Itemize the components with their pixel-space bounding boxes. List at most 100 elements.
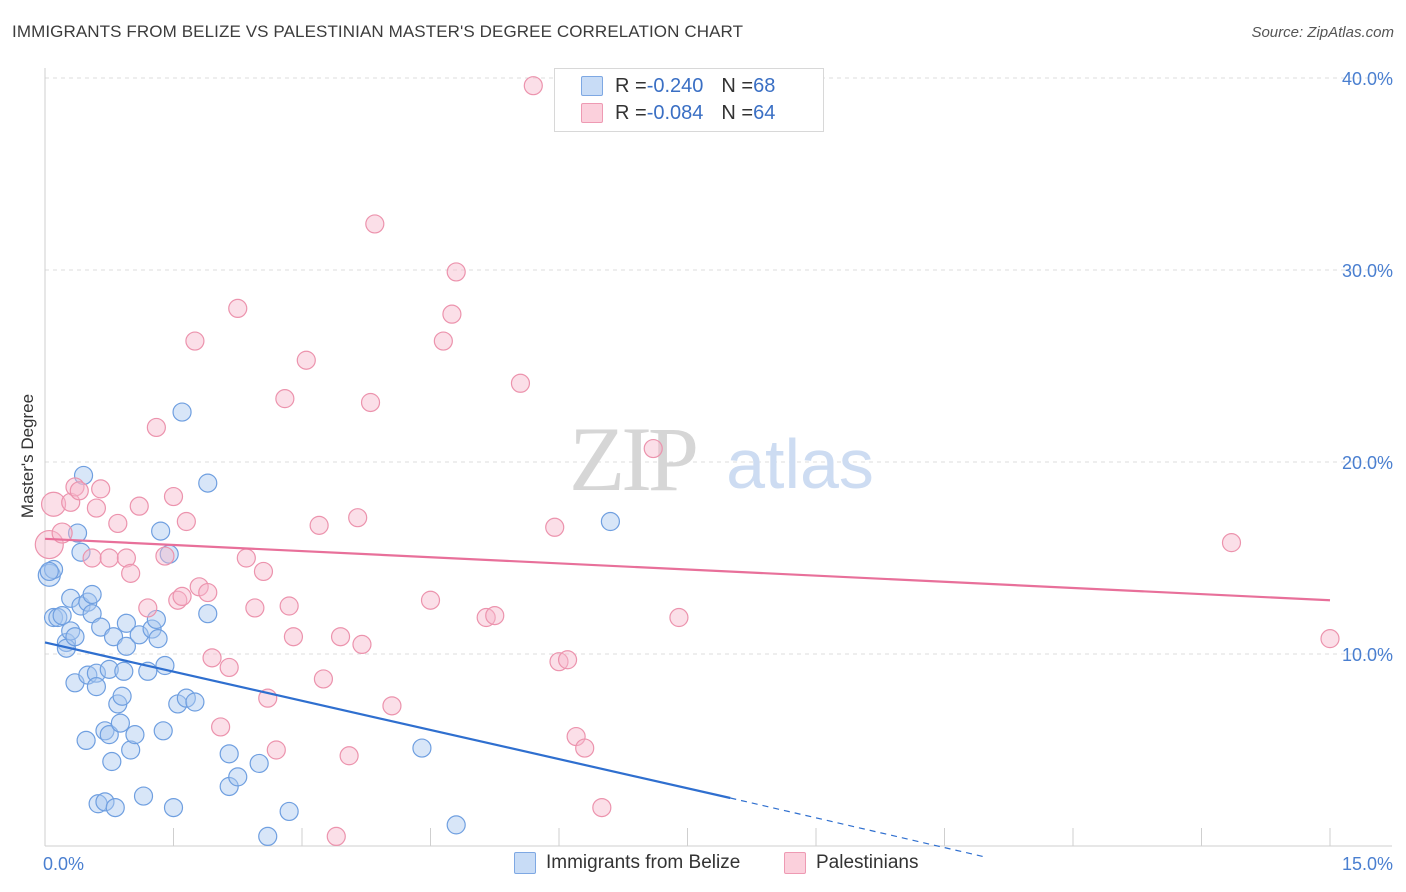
belize-point bbox=[153, 721, 173, 741]
legend-swatch-blue bbox=[514, 852, 536, 874]
belize-point bbox=[148, 629, 168, 649]
belize-point bbox=[103, 627, 124, 647]
palestinian-point bbox=[330, 627, 351, 647]
palestinian-point bbox=[155, 546, 175, 566]
tick-labels: 10.0% 20.0% 30.0% 40.0% 0.0% 15.0% bbox=[43, 69, 1393, 874]
palestinian-point bbox=[116, 548, 136, 568]
belize-point bbox=[52, 605, 72, 626]
belize-point bbox=[99, 659, 119, 679]
watermark: ZIP atlas bbox=[569, 408, 874, 510]
palestinian-point bbox=[669, 607, 689, 628]
belize-point bbox=[219, 744, 239, 764]
palestinian-point bbox=[275, 389, 295, 409]
palestinian-point bbox=[211, 717, 231, 737]
palestinian-trend-line bbox=[44, 537, 1331, 602]
n-label: N = bbox=[721, 74, 754, 97]
palestinian-point bbox=[163, 486, 184, 507]
belize-point bbox=[99, 725, 119, 745]
belize-point bbox=[142, 619, 162, 639]
watermark-atlas: atlas bbox=[726, 425, 874, 503]
belize-point bbox=[133, 786, 154, 806]
palestinian-point bbox=[228, 298, 248, 318]
palestinian-point bbox=[176, 511, 196, 532]
y-tick-label: 10.0% bbox=[1342, 645, 1393, 665]
belize-point bbox=[110, 713, 130, 733]
belize-point bbox=[71, 542, 91, 562]
belize-point bbox=[228, 767, 248, 787]
palestinian-point bbox=[545, 517, 565, 537]
belize-point bbox=[151, 521, 171, 541]
palestinian-point bbox=[121, 563, 141, 583]
belize-point bbox=[249, 753, 269, 774]
belize-point bbox=[185, 692, 205, 712]
palestinian-point bbox=[253, 561, 274, 582]
palestinian-point bbox=[108, 513, 128, 534]
legend-swatch-blue bbox=[581, 76, 603, 96]
belize-point bbox=[125, 725, 145, 745]
y-tick-label: 40.0% bbox=[1342, 69, 1393, 89]
palestinian-point bbox=[382, 696, 402, 716]
legend-label: Palestinians bbox=[816, 852, 919, 873]
palestinian-point bbox=[360, 392, 381, 413]
palestinian-point bbox=[442, 304, 462, 324]
belize-point bbox=[172, 402, 192, 422]
palestinian-point bbox=[510, 373, 531, 393]
chart-title: IMMIGRANTS FROM BELIZE VS PALESTINIAN MA… bbox=[12, 22, 744, 41]
belize-point bbox=[412, 738, 432, 758]
palestinian-point bbox=[352, 634, 372, 655]
belize-point bbox=[446, 815, 466, 835]
belize-point bbox=[91, 617, 111, 637]
palestinian-point bbox=[236, 548, 256, 568]
belize-point bbox=[82, 584, 102, 605]
n-value: 68 bbox=[753, 74, 776, 97]
palestinian-point bbox=[219, 657, 239, 678]
belize-point bbox=[279, 801, 299, 822]
r-label: R = bbox=[615, 74, 647, 97]
legend-row-palestinian: R = -0.084 N = 64 bbox=[555, 100, 775, 126]
y-tick-label: 20.0% bbox=[1342, 453, 1393, 473]
palestinian-point bbox=[69, 481, 89, 501]
x-tick-label: 0.0% bbox=[43, 854, 84, 874]
belize-point bbox=[258, 826, 278, 847]
belize-point bbox=[76, 730, 96, 751]
palestinian-point bbox=[313, 669, 334, 689]
y-tick-label: 30.0% bbox=[1342, 261, 1393, 281]
belize-point bbox=[198, 604, 218, 624]
palestinian-point bbox=[129, 496, 149, 516]
watermark-zip: ZIP bbox=[569, 408, 696, 510]
palestinian-point bbox=[348, 508, 368, 528]
axes bbox=[44, 68, 1392, 847]
belize-point bbox=[86, 677, 107, 697]
palestinian-point bbox=[523, 76, 543, 96]
palestinian-point bbox=[279, 596, 299, 616]
palestinian-point bbox=[86, 498, 107, 518]
belize-point bbox=[198, 473, 218, 493]
belize-point bbox=[95, 792, 115, 812]
belize-point bbox=[82, 604, 102, 624]
belize-point bbox=[105, 797, 125, 818]
palestinian-point bbox=[446, 262, 466, 282]
palestinian-point bbox=[82, 548, 102, 568]
palestinian-point bbox=[202, 648, 222, 668]
palestinian-point bbox=[296, 350, 316, 370]
source-credit: Source: ZipAtlas.com bbox=[1251, 24, 1394, 41]
palestinian-point bbox=[91, 479, 111, 499]
legend-item-belize: Immigrants from Belize bbox=[514, 852, 740, 874]
belize-point bbox=[116, 613, 136, 633]
gridlines bbox=[45, 77, 1392, 655]
palestinian-point bbox=[245, 598, 265, 618]
palestinian-point bbox=[172, 586, 192, 607]
series-legend: Immigrants from Belize Palestinians bbox=[0, 852, 1406, 878]
palestinian-point bbox=[365, 214, 385, 234]
n-value: 64 bbox=[753, 101, 776, 124]
legend-swatch-pink bbox=[581, 103, 603, 123]
palestinian-point bbox=[326, 826, 346, 847]
palestinian-point bbox=[185, 331, 205, 351]
belize-point bbox=[121, 740, 141, 760]
belize-point bbox=[67, 523, 88, 543]
belize-point bbox=[114, 661, 134, 681]
palestinian-point bbox=[34, 529, 64, 560]
legend-label: Immigrants from Belize bbox=[546, 852, 741, 873]
palestinian-point bbox=[557, 650, 578, 670]
